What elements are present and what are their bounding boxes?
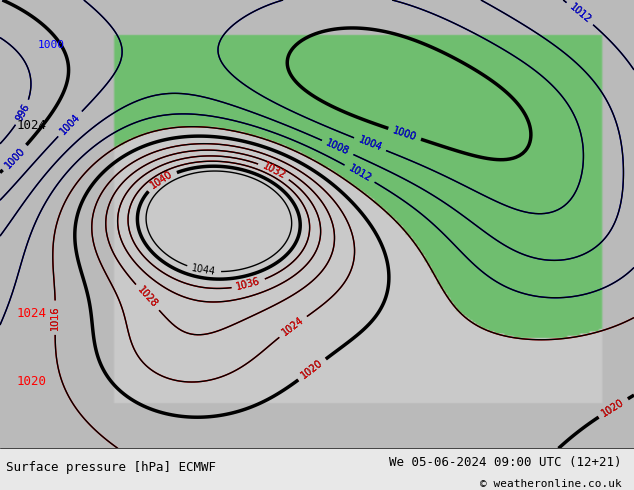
Text: © weatheronline.co.uk: © weatheronline.co.uk [479,479,621,489]
Text: 996: 996 [14,102,32,123]
Text: 1000: 1000 [391,125,418,143]
Text: 1020: 1020 [600,397,626,418]
Text: 1032: 1032 [261,161,287,181]
Text: 1024: 1024 [280,315,306,338]
Text: 1032: 1032 [261,161,287,181]
Text: 1012: 1012 [346,163,373,184]
Text: 1012: 1012 [567,2,593,25]
Text: We 05-06-2024 09:00 UTC (12+21): We 05-06-2024 09:00 UTC (12+21) [389,456,621,469]
Text: 1004: 1004 [357,135,384,153]
Text: 1028: 1028 [136,285,159,310]
Text: 1044: 1044 [191,263,217,277]
Text: 1020: 1020 [16,374,47,388]
Text: Surface pressure [hPa] ECMWF: Surface pressure [hPa] ECMWF [6,461,216,474]
Text: 1016: 1016 [50,305,60,330]
Text: 1024: 1024 [16,307,47,320]
Text: 1020: 1020 [600,397,626,418]
Text: 1016: 1016 [50,305,60,330]
Text: 1024: 1024 [280,315,306,338]
Text: 1000: 1000 [3,146,27,170]
Text: 1012: 1012 [346,163,373,184]
Text: 1004: 1004 [58,112,82,136]
Text: 1012: 1012 [567,2,593,25]
Text: 1004: 1004 [58,112,82,136]
Text: 1040: 1040 [148,170,174,191]
Text: 1020: 1020 [299,358,325,381]
Text: 1000: 1000 [391,125,418,143]
Text: 1040: 1040 [148,170,174,191]
Text: 1028: 1028 [136,285,159,310]
Text: 996: 996 [14,102,32,123]
Text: 1008: 1008 [325,138,351,157]
Text: 1024: 1024 [16,119,47,132]
Text: 1000: 1000 [3,146,27,170]
Text: 1036: 1036 [235,276,262,293]
Text: 1036: 1036 [235,276,262,293]
Text: 1000: 1000 [37,40,64,50]
Text: 1008: 1008 [325,138,351,157]
Text: 1004: 1004 [357,135,384,153]
Text: 1020: 1020 [299,358,325,381]
